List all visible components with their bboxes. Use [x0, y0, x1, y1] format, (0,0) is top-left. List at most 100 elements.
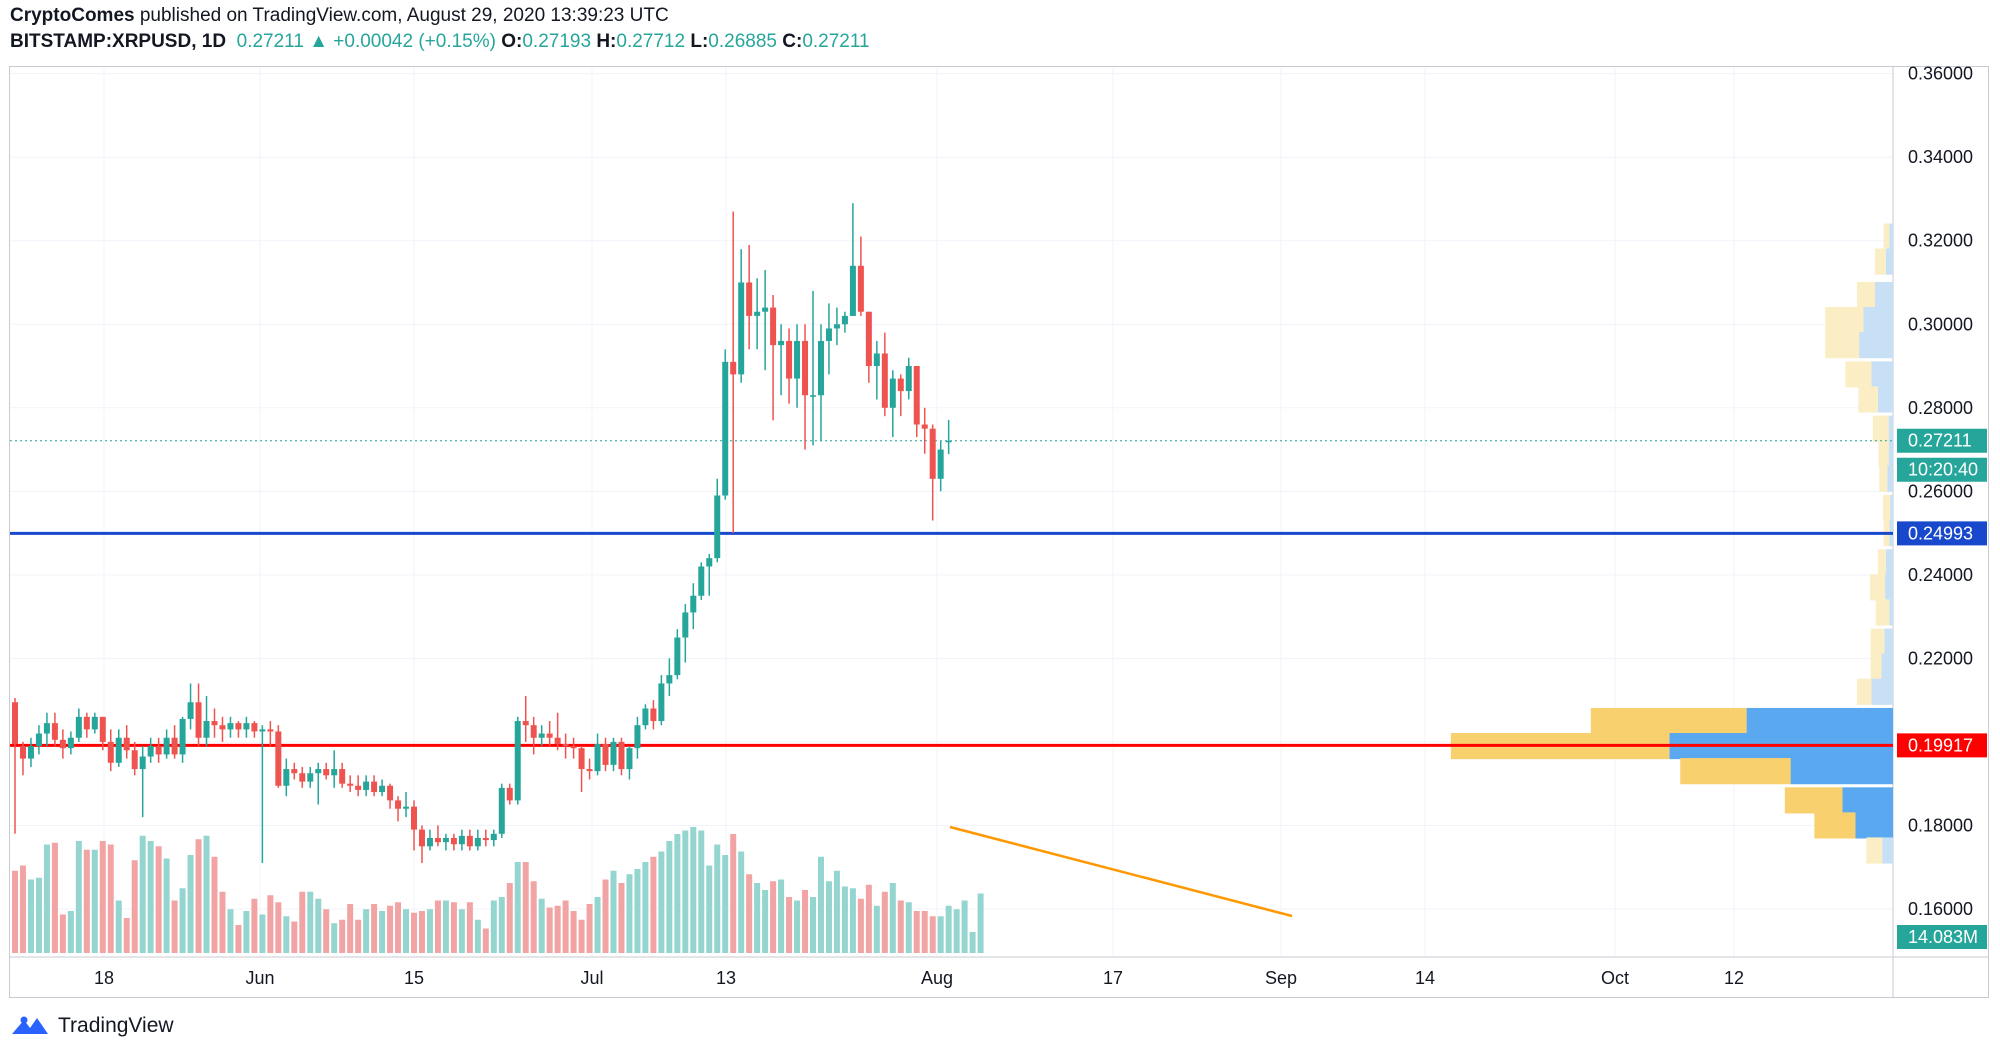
volume-bar	[770, 881, 777, 953]
volume-bar	[139, 835, 146, 953]
volume-bar	[434, 900, 441, 953]
candle-body	[578, 748, 585, 770]
time-tick-label: Sep	[1265, 968, 1297, 988]
candle-body	[666, 675, 673, 684]
volume-profile-up	[1883, 223, 1890, 250]
volume-bar	[961, 900, 968, 953]
open-label: O:	[501, 31, 523, 52]
volume-bar	[642, 862, 649, 953]
volume-bar	[586, 904, 593, 953]
candle-body	[227, 723, 234, 730]
candle-body	[403, 806, 410, 809]
volume-profile-down	[1871, 361, 1893, 388]
candle-body	[722, 361, 729, 496]
volume-bar	[91, 849, 98, 953]
level-0-badge	[1897, 521, 1987, 546]
volume-bar	[921, 911, 928, 953]
volume-bar	[371, 904, 378, 953]
candle-body	[67, 737, 74, 749]
price-tick-label: 0.26000	[1908, 481, 1973, 501]
candle-body	[490, 833, 497, 841]
volume-profile-down	[1888, 415, 1893, 442]
volume-bar	[778, 879, 785, 953]
candle-body	[738, 282, 745, 375]
volume-bar	[291, 921, 298, 953]
volume-profile-down	[1855, 812, 1893, 839]
volume-profile-up	[1856, 281, 1875, 309]
candle-body	[107, 741, 114, 763]
candle-body	[418, 829, 425, 847]
candle-body	[833, 324, 840, 329]
candle-body	[442, 837, 449, 843]
candle-body	[849, 265, 856, 316]
candle-body	[59, 739, 66, 749]
volume-profile-down	[1877, 386, 1893, 413]
volume-bar	[610, 870, 617, 953]
up-arrow-icon: ▲	[309, 31, 328, 52]
volume-profile-up	[1825, 307, 1864, 334]
time-tick-label: 12	[1724, 968, 1744, 988]
volume-bar	[259, 914, 266, 953]
candle-body	[538, 733, 545, 738]
candle-body	[682, 612, 689, 638]
volume-profile-up	[1845, 361, 1872, 388]
candle-body	[187, 702, 194, 719]
volume-bar	[426, 909, 433, 953]
volume-profile-down	[1889, 223, 1893, 250]
volume-bar	[618, 883, 625, 953]
volume-bar	[323, 909, 330, 953]
tradingview-brand[interactable]: TradingView	[58, 1014, 174, 1037]
volume-bar	[578, 919, 585, 953]
candle-body	[195, 702, 202, 738]
time-tick-label: Jun	[245, 968, 274, 988]
volume-bar	[227, 909, 234, 953]
candle-body	[203, 721, 210, 738]
candle-body	[514, 721, 521, 801]
volume-bar	[754, 883, 761, 953]
candle-body	[913, 366, 920, 425]
author-name[interactable]: CryptoComes	[10, 5, 135, 26]
high-value: 0.27712	[616, 31, 686, 52]
volume-bar	[969, 932, 976, 953]
candle-body	[650, 708, 657, 722]
volume-bar	[395, 902, 402, 953]
volume-bar	[674, 834, 681, 953]
volume-profile-up	[1882, 494, 1891, 522]
volume-bar	[546, 907, 553, 953]
candle-body	[259, 729, 266, 732]
candle-body	[275, 731, 282, 786]
volume-bar	[897, 900, 904, 953]
volume-bar	[355, 919, 362, 953]
time-tick-label: 15	[404, 968, 424, 988]
tradingview-logo-icon[interactable]	[10, 1014, 50, 1038]
volume-bar	[466, 902, 473, 953]
volume-bar	[722, 855, 729, 953]
volume-profile-up	[1680, 758, 1791, 785]
candle-body	[857, 265, 864, 312]
candle-body	[674, 637, 681, 676]
last-price: 0.27211	[236, 31, 304, 52]
candle-body	[395, 800, 402, 809]
candle-body	[315, 769, 322, 774]
volume-bar	[913, 911, 920, 953]
volume-bar	[658, 851, 665, 953]
volume-bar	[634, 869, 641, 953]
candle-body	[323, 769, 330, 776]
volume-profile-up	[1870, 653, 1882, 680]
volume-bar	[243, 911, 250, 953]
candle-body	[522, 721, 529, 726]
volume-bar	[889, 883, 896, 953]
volume-bar	[75, 841, 82, 953]
candle-body	[562, 744, 569, 747]
price-tick-label: 0.30000	[1908, 314, 1973, 334]
volume-profile-down	[1871, 678, 1893, 705]
candle-body	[131, 750, 138, 770]
volume-bar	[363, 909, 370, 953]
volume-bar	[450, 902, 457, 953]
volume-bar	[12, 870, 18, 953]
volume-bar	[315, 898, 322, 953]
volume-bar	[937, 916, 944, 953]
volume-bar	[498, 897, 505, 953]
candle-body	[387, 785, 394, 801]
